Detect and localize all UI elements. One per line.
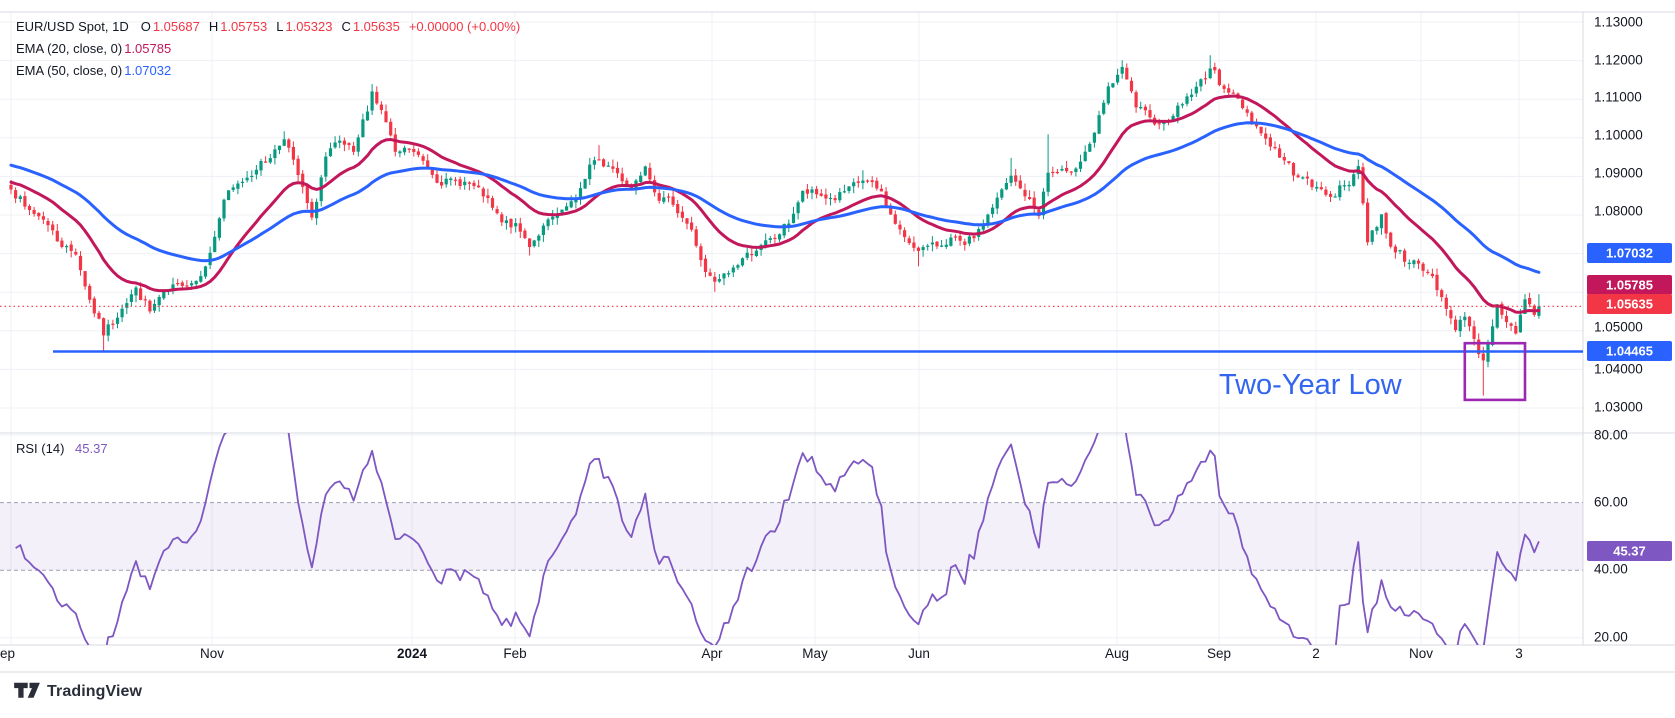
rsi-band — [0, 502, 1583, 571]
main-legend: EUR/USD Spot, 1D O 1.05687 H 1.05753 L 1.05… — [16, 16, 520, 82]
ema50-price-badge — [1587, 243, 1672, 263]
support-price-badge-text: 1.04465 — [1606, 344, 1653, 359]
time-axis-label: Aug — [1105, 646, 1129, 661]
price-axis-label: 1.09000 — [1594, 166, 1643, 181]
ohlc-low: L 1.05323 — [276, 19, 333, 34]
ema-lines-layer — [9, 94, 1541, 314]
time-axis-label: 2024 — [397, 646, 428, 661]
price-axis-label: 1.13000 — [1594, 15, 1643, 30]
rsi-line-layer — [15, 433, 1540, 645]
last-price-badge — [1587, 294, 1672, 314]
price-axis-label: 20.00 — [1594, 630, 1628, 645]
price-axis[interactable]: 1.13000 1.12000 1.11000 1.10000 1.09000 1.080… — [1587, 15, 1672, 645]
ema50-value: 1.07032 — [124, 63, 172, 78]
price-axis-label: 1.08000 — [1594, 204, 1643, 219]
time-axis-label: Jun — [908, 646, 930, 661]
time-axis-label: Feb — [503, 646, 526, 661]
time-axis-label: Sep — [1207, 646, 1231, 661]
rsi-value: 45.37 — [75, 441, 108, 456]
tradingview-logo-text: TradingView — [47, 683, 143, 700]
last-price-badge-text: 1.05635 — [1606, 297, 1653, 312]
price-axis-label: 1.10000 — [1594, 128, 1643, 143]
ema20-legend-row[interactable]: EMA (20, close, 0) 1.05785 — [16, 38, 520, 60]
drawing-overlays-layer — [0, 305, 1583, 402]
highlight-box[interactable] — [1463, 341, 1527, 402]
price-axis-label: 60.00 — [1594, 495, 1628, 510]
price-axis-label: 1.12000 — [1594, 53, 1643, 68]
ema20-price-badge-text: 1.05785 — [1606, 278, 1653, 293]
ema20-label: EMA (20, close, 0) — [16, 41, 123, 56]
change-value: +0.00000 (+0.00%) — [408, 19, 521, 34]
ohlc-close: C 1.05635 — [341, 19, 400, 34]
time-axis-label: 3 — [1515, 646, 1523, 661]
time-axis-label: Nov — [1409, 646, 1433, 661]
rsi-value-badge — [1587, 541, 1672, 561]
tradingview-logo-icon — [14, 682, 40, 698]
ema50-price-badge-text: 1.07032 — [1606, 246, 1653, 261]
price-axis-label: 1.11000 — [1594, 90, 1642, 105]
time-axis[interactable]: ep Nov 2024 Feb Apr May Jun Aug Sep 2 Nov 3 — [0, 646, 1523, 661]
price-axis-label: 1.04000 — [1594, 362, 1643, 377]
time-axis-label: Apr — [701, 646, 723, 661]
two-year-low-annotation[interactable]: Two-Year Low — [1219, 369, 1403, 401]
rsi-label: RSI (14) — [16, 441, 65, 456]
rsi-line — [15, 433, 1540, 645]
time-axis-label: Nov — [200, 646, 224, 661]
price-axis-label: 80.00 — [1594, 428, 1628, 443]
rsi-legend-row[interactable]: RSI (14) 45.37 — [16, 441, 108, 456]
ema20-price-badge — [1587, 275, 1672, 295]
symbol-row[interactable]: EUR/USD Spot, 1D O 1.05687 H 1.05753 L 1.05… — [16, 16, 520, 38]
ema50-label: EMA (50, close, 0) — [16, 63, 123, 78]
tradingview-logo[interactable]: TradingView — [14, 682, 142, 702]
ema20-value: 1.05785 — [124, 41, 172, 56]
time-axis-label: May — [802, 646, 828, 661]
time-axis-label: ep — [0, 646, 15, 661]
ohlc-open: O 1.05687 — [140, 19, 200, 34]
ema50-line[interactable] — [9, 121, 1541, 274]
price-axis-label: 1.05000 — [1594, 320, 1643, 335]
ema20-line[interactable] — [9, 94, 1541, 314]
candlestick-layer — [9, 55, 1541, 396]
rsi-value-badge-text: 45.37 — [1613, 544, 1646, 559]
support-price-badge — [1587, 341, 1672, 361]
symbol-title: EUR/USD Spot, 1D — [16, 19, 129, 34]
time-axis-label: 2 — [1312, 646, 1320, 661]
ema50-legend-row[interactable]: EMA (50, close, 0) 1.07032 — [16, 60, 520, 82]
price-axis-label: 1.03000 — [1594, 400, 1643, 415]
ohlc-high: H 1.05753 — [208, 19, 268, 34]
price-axis-label: 40.00 — [1594, 562, 1628, 577]
